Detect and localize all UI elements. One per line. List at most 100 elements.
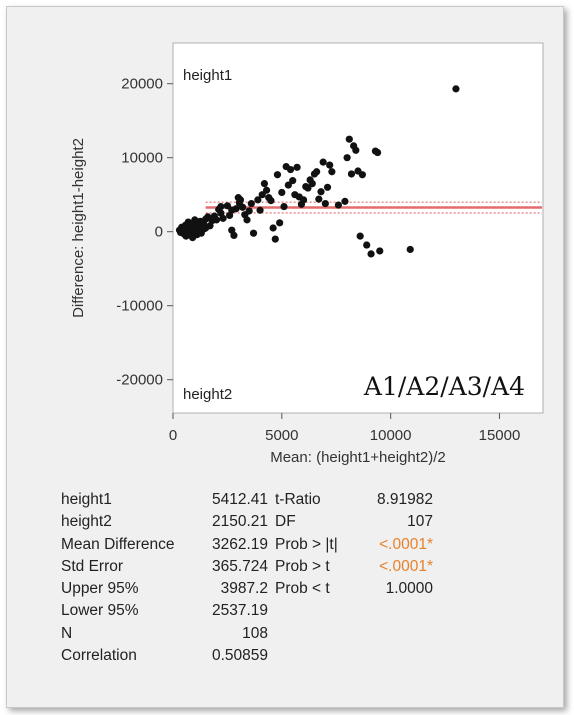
data-point[interactable] [347, 170, 356, 178]
data-point[interactable] [245, 207, 253, 215]
stats-row: height1 5412.41 t-Ratio 8.91982 [61, 491, 461, 513]
data-point[interactable] [217, 202, 225, 211]
test-label: Prob < t [275, 580, 330, 598]
x-tick-label: 0 [169, 427, 177, 444]
data-point[interactable] [212, 216, 221, 224]
data-point[interactable] [276, 219, 284, 227]
stat-value: 3987.2 [220, 580, 268, 598]
data-point[interactable] [358, 171, 366, 179]
stat-value: 0.50859 [211, 647, 268, 665]
stat-label: Mean Difference [61, 535, 175, 553]
data-point[interactable] [181, 231, 189, 239]
data-point[interactable] [219, 214, 227, 222]
y-tick-label: -20000 [116, 372, 163, 389]
data-point[interactable] [271, 235, 279, 243]
data-point[interactable] [256, 206, 264, 214]
data-point[interactable] [317, 188, 325, 196]
data-point[interactable] [319, 158, 327, 166]
data-point[interactable] [304, 184, 312, 192]
stat-label: height2 [61, 513, 112, 531]
test-value: <.0001* [379, 557, 433, 575]
data-point[interactable] [223, 202, 232, 210]
data-point[interactable] [278, 188, 286, 197]
data-point[interactable] [313, 168, 321, 176]
x-tick-label: 5000 [265, 427, 298, 444]
data-point[interactable] [289, 177, 297, 185]
data-point[interactable] [273, 171, 282, 179]
test-value: 107 [407, 513, 433, 531]
overlay-label: A1/A2/A3/A4 [363, 372, 525, 401]
test-label: t-Ratio [275, 491, 321, 508]
data-point[interactable] [269, 224, 277, 232]
stat-label: Std Error [61, 557, 124, 575]
test-value: <.0001* [379, 535, 433, 553]
data-point[interactable] [249, 229, 258, 237]
data-point[interactable] [293, 163, 301, 171]
data-point[interactable] [247, 199, 255, 208]
data-point[interactable] [452, 85, 460, 93]
plot-area[interactable] [172, 42, 544, 414]
data-point[interactable] [267, 197, 275, 205]
data-point[interactable] [345, 135, 353, 143]
y-axis-title: Difference: height1-height2 [70, 138, 87, 318]
data-point[interactable] [258, 191, 266, 199]
test-value: 1.0000 [385, 580, 433, 598]
data-point[interactable] [228, 206, 236, 214]
data-point[interactable] [262, 186, 271, 194]
data-point[interactable] [326, 161, 334, 169]
data-point[interactable] [321, 199, 329, 208]
stats-row: Upper 95% 3987.2 Prob < t 1.0000 [61, 580, 461, 602]
data-point[interactable] [363, 241, 371, 249]
data-point[interactable] [315, 195, 323, 203]
data-point[interactable] [191, 216, 199, 224]
data-point[interactable] [308, 180, 316, 188]
data-point[interactable] [323, 183, 332, 191]
data-point[interactable] [284, 181, 292, 189]
data-point[interactable] [367, 250, 375, 258]
data-point[interactable] [191, 228, 199, 237]
data-point[interactable] [334, 201, 343, 209]
data-point[interactable] [202, 224, 210, 232]
data-point[interactable] [230, 231, 238, 239]
y-tick-label: 20000 [121, 76, 163, 93]
bottom-label: height2 [183, 386, 232, 403]
data-point[interactable] [341, 197, 349, 205]
stat-value: 365.724 [211, 557, 268, 575]
data-point[interactable] [239, 203, 247, 211]
stat-value: 3262.19 [211, 535, 268, 553]
data-point[interactable] [343, 154, 351, 162]
data-point[interactable] [406, 245, 414, 254]
data-point[interactable] [236, 196, 245, 204]
data-point[interactable] [299, 196, 308, 204]
stat-value: 108 [242, 624, 268, 642]
stat-value: 2537.19 [211, 602, 268, 620]
bland-altman-plot: height1 height2 A1/A2/A3/A4 20000 10000 0 -… [70, 42, 544, 466]
stat-label: Upper 95% [61, 580, 139, 598]
stats-row: Correlation 0.50859 [61, 647, 461, 669]
stat-value: 5412.41 [211, 491, 268, 508]
data-point[interactable] [260, 180, 269, 188]
y-tick-label: -10000 [116, 298, 163, 315]
stats-row: Lower 95% 2537.19 [61, 602, 461, 624]
stats-row: N 108 [61, 625, 461, 647]
stats-row: Std Error 365.724 Prob > t <.0001* [61, 558, 461, 580]
x-axis-title: Mean: (height1+height2)/2 [270, 449, 446, 466]
top-label: height1 [183, 67, 232, 84]
data-point[interactable] [376, 247, 384, 255]
data-point[interactable] [286, 165, 295, 174]
stat-label: Correlation [61, 647, 137, 665]
data-point[interactable] [373, 148, 382, 157]
data-point[interactable] [243, 216, 251, 224]
x-tick-label: 10000 [370, 427, 412, 444]
stats-row: height2 2150.21 DF 107 [61, 513, 461, 535]
data-point[interactable] [356, 232, 364, 240]
data-point[interactable] [352, 146, 360, 154]
y-tick-label: 0 [155, 224, 163, 241]
data-point[interactable] [328, 168, 336, 176]
data-point[interactable] [254, 196, 262, 204]
stat-label: N [61, 624, 73, 642]
data-point[interactable] [280, 202, 288, 211]
stat-value: 2150.21 [211, 513, 268, 531]
test-label: Prob > |t| [275, 535, 338, 553]
stat-label: height1 [61, 491, 112, 508]
